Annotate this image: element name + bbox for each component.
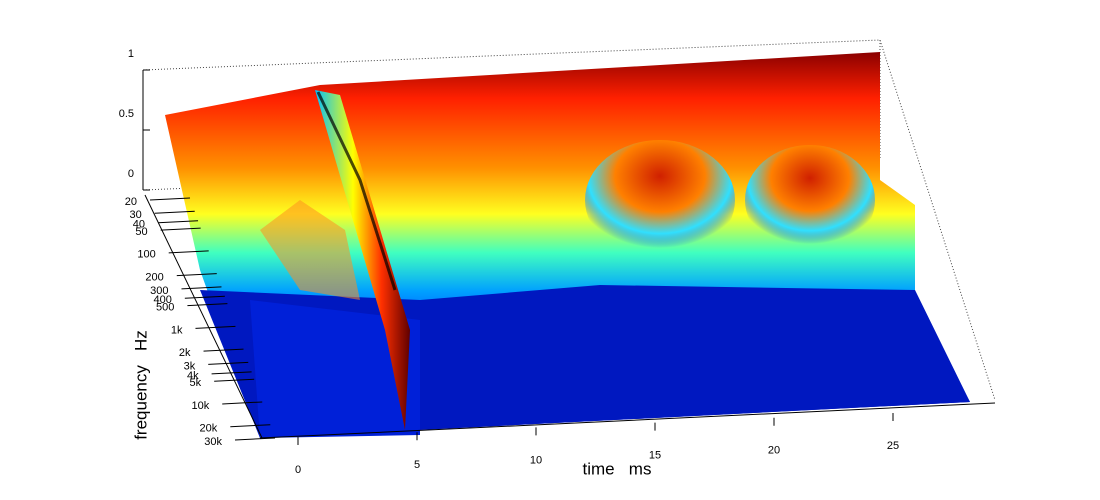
y-axis xyxy=(144,194,263,439)
y-tick xyxy=(211,371,252,375)
y-tick-label: 30k xyxy=(204,436,222,448)
y-tick-label: 40 xyxy=(133,219,145,231)
y-tick xyxy=(187,303,228,307)
x-tick-label: 20 xyxy=(768,445,780,457)
x-tick-label: 15 xyxy=(649,450,661,462)
z-tick-label: 0.5 xyxy=(119,108,134,120)
x-axis-label: time ms xyxy=(583,459,652,478)
y-tick-label: 10k xyxy=(191,400,209,412)
y-tick-label: 100 xyxy=(137,249,155,261)
y-tick-label: 400 xyxy=(153,294,171,306)
surface xyxy=(165,52,970,438)
y-tick xyxy=(184,295,225,299)
y-tick xyxy=(208,361,249,365)
y-tick xyxy=(149,197,191,201)
y-tick xyxy=(181,286,222,290)
y-tick-label: 30 xyxy=(129,209,141,221)
y-tick-label: 300 xyxy=(150,285,168,297)
y-tick xyxy=(222,401,263,405)
y-tick-label: 20k xyxy=(200,423,218,435)
z-tick-label: 1 xyxy=(128,48,134,60)
y-tick-label: 1k xyxy=(171,324,183,336)
z-tick-label: 0 xyxy=(128,168,134,180)
y-tick xyxy=(195,325,236,329)
y-tick-label: 200 xyxy=(145,271,163,283)
y-axis-label: frequency Hz xyxy=(131,330,150,440)
y-tick xyxy=(230,424,271,428)
y-tick-label: 3k xyxy=(184,360,196,372)
y-tick xyxy=(158,220,199,224)
y-tick xyxy=(234,437,276,441)
x-tick-label: 5 xyxy=(414,459,420,471)
x-axis xyxy=(259,402,996,439)
y-tick xyxy=(176,273,217,277)
y-tick xyxy=(203,348,244,352)
y-tick xyxy=(160,227,201,231)
y-tick-label: 2k xyxy=(179,347,191,359)
y-tick-label: 20 xyxy=(125,196,137,208)
x-tick-label: 10 xyxy=(530,454,542,466)
y-tick xyxy=(214,378,255,382)
y-tick-label: 4k xyxy=(187,370,199,382)
y-tick xyxy=(154,210,195,214)
y-tick-label: 500 xyxy=(156,302,174,314)
x-tick-label: 25 xyxy=(887,440,899,452)
y-tick xyxy=(168,250,209,254)
x-tick-label: 0 xyxy=(295,464,301,476)
y-tick-label: 50 xyxy=(135,226,147,238)
y-tick-label: 5k xyxy=(190,377,202,389)
